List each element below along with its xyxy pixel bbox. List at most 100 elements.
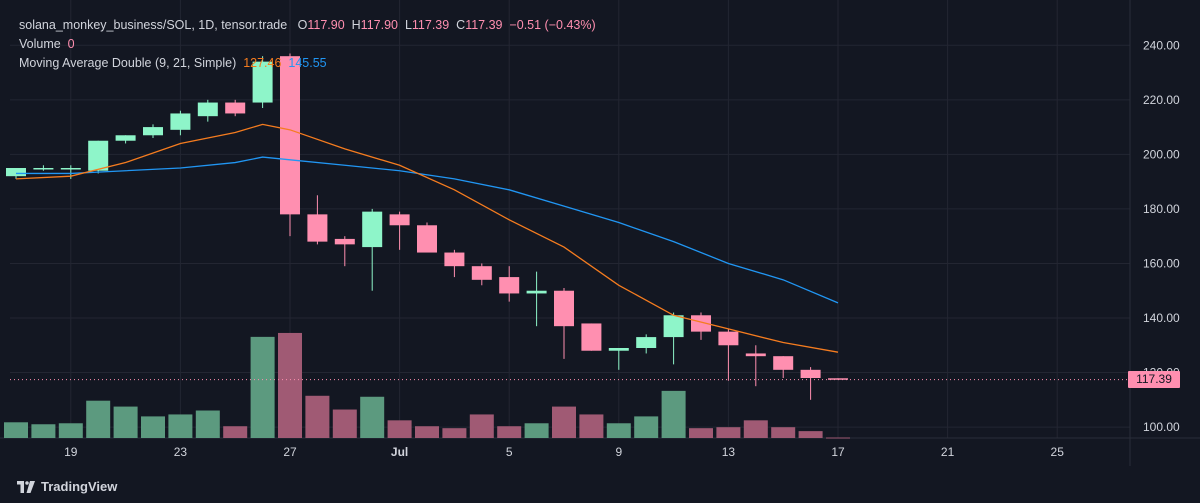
volume-bar-19 xyxy=(524,423,549,438)
ma-label: Moving Average Double (9, 21, Simple) xyxy=(19,56,237,70)
x-tick-label-9: 25 xyxy=(1051,445,1065,459)
volume-bar-3 xyxy=(86,400,111,438)
ma-slow-value: 145.55 xyxy=(288,56,327,70)
volume-bars xyxy=(4,332,850,439)
y-tick-label-5: 140.00 xyxy=(1143,311,1180,325)
low-value: 117.39 xyxy=(411,18,450,32)
price-axis[interactable]: 240.00220.00200.00180.00160.00140.00120.… xyxy=(1143,38,1180,434)
candle-body-12 xyxy=(334,238,355,245)
candle-body-2 xyxy=(60,168,81,170)
candle-body-0 xyxy=(6,168,26,177)
volume-bar-7 xyxy=(195,410,220,438)
candle-body-15 xyxy=(417,225,437,253)
volume-bar-4 xyxy=(113,406,138,438)
y-tick-label-3: 180.00 xyxy=(1143,202,1180,216)
candle-body-30 xyxy=(828,378,848,380)
x-tick-label-6: 13 xyxy=(722,445,736,459)
ma-row[interactable]: Moving Average Double (9, 21, Simple) 12… xyxy=(19,54,596,73)
volume-bar-5 xyxy=(141,416,165,438)
volume-bar-0 xyxy=(4,422,28,438)
candle-body-17 xyxy=(471,266,492,280)
candle-body-25 xyxy=(691,315,711,332)
volume-bar-23 xyxy=(634,416,659,438)
volume-bar-11 xyxy=(305,395,330,438)
candle-body-3 xyxy=(88,140,109,171)
brand-name: TradingView xyxy=(41,479,118,494)
x-tick-label-4: 5 xyxy=(506,445,513,459)
volume-bar-24 xyxy=(661,390,686,438)
candle-body-5 xyxy=(143,127,163,136)
time-axis[interactable]: 19 23 27 Jul 5 9 13 17 21 25 xyxy=(64,445,1064,459)
candle-body-23 xyxy=(636,337,657,348)
volume-bar-9 xyxy=(250,336,275,438)
tradingview-brand[interactable]: TradingView xyxy=(17,479,117,494)
x-tick-label-8: 21 xyxy=(941,445,955,459)
moving-averages xyxy=(15,123,839,353)
candle-body-20 xyxy=(554,290,574,327)
change-value: −0.51 (−0.43%) xyxy=(509,18,596,32)
volume-bar-30 xyxy=(826,437,850,439)
open-value: 117.90 xyxy=(307,18,345,32)
high-value: 117.90 xyxy=(360,18,398,32)
x-tick-label-3: Jul xyxy=(391,445,408,459)
volume-bar-1 xyxy=(31,424,56,438)
symbol-title: solana_monkey_business/SOL, 1D, tensor.t… xyxy=(19,18,288,32)
candle-body-7 xyxy=(197,102,218,117)
candle-body-14 xyxy=(389,214,410,226)
volume-bar-16 xyxy=(442,428,467,438)
candle-body-8 xyxy=(225,102,246,114)
volume-bar-26 xyxy=(716,427,741,438)
candle-body-22 xyxy=(608,348,629,351)
candle-body-1 xyxy=(33,168,54,170)
x-tick-label-5: 9 xyxy=(615,445,622,459)
y-tick-label-7: 100.00 xyxy=(1143,420,1180,434)
candle-body-13 xyxy=(362,211,383,248)
candle-body-11 xyxy=(307,214,328,242)
x-tick-label-1: 23 xyxy=(174,445,188,459)
close-label: C xyxy=(456,18,466,32)
volume-bar-28 xyxy=(771,427,796,438)
candlesticks xyxy=(6,53,848,400)
candle-body-16 xyxy=(444,252,465,267)
chart-legend: solana_monkey_business/SOL, 1D, tensor.t… xyxy=(19,16,596,73)
volume-bar-10 xyxy=(278,332,302,438)
volume-bar-15 xyxy=(415,426,439,438)
volume-bar-13 xyxy=(360,396,385,438)
volume-row[interactable]: Volume 0 xyxy=(19,35,596,54)
volume-bar-2 xyxy=(58,423,83,438)
footer-bar: TradingView xyxy=(0,466,1200,503)
low-label: L xyxy=(404,18,412,32)
volume-bar-8 xyxy=(223,426,248,438)
ma-fast-line xyxy=(15,123,839,353)
volume-bar-14 xyxy=(387,420,412,438)
candle-body-4 xyxy=(115,135,136,141)
volume-bar-21 xyxy=(579,414,604,438)
ma-fast-value: 127.46 xyxy=(243,56,282,70)
candle-body-24 xyxy=(663,315,684,338)
volume-bar-12 xyxy=(332,409,357,438)
candle-body-19 xyxy=(526,290,547,294)
y-tick-label-2: 200.00 xyxy=(1143,147,1180,161)
tradingview-logo-icon xyxy=(17,480,35,493)
x-tick-label-2: 27 xyxy=(283,445,297,459)
x-tick-label-7: 17 xyxy=(831,445,845,459)
candle-body-6 xyxy=(170,113,191,130)
volume-value: 0 xyxy=(67,37,75,51)
volume-bar-17 xyxy=(469,414,494,438)
close-value: 117.39 xyxy=(465,18,503,32)
candle-body-9 xyxy=(252,61,273,103)
last-price-tag: 117.39 xyxy=(1128,371,1180,389)
y-tick-label-4: 160.00 xyxy=(1143,256,1180,270)
volume-bar-20 xyxy=(552,406,576,438)
candle-body-26 xyxy=(718,331,739,346)
candle-body-10 xyxy=(280,56,300,215)
candle-body-27 xyxy=(745,353,766,357)
x-tick-label-0: 19 xyxy=(64,445,78,459)
volume-bar-18 xyxy=(497,426,522,438)
volume-bar-27 xyxy=(743,420,768,438)
price-chart[interactable]: 240.00220.00200.00180.00160.00140.00120.… xyxy=(0,0,1200,466)
symbol-row[interactable]: solana_monkey_business/SOL, 1D, tensor.t… xyxy=(19,16,596,35)
volume-bar-25 xyxy=(689,428,713,438)
candle-body-29 xyxy=(800,369,821,378)
candle-body-21 xyxy=(581,323,602,351)
